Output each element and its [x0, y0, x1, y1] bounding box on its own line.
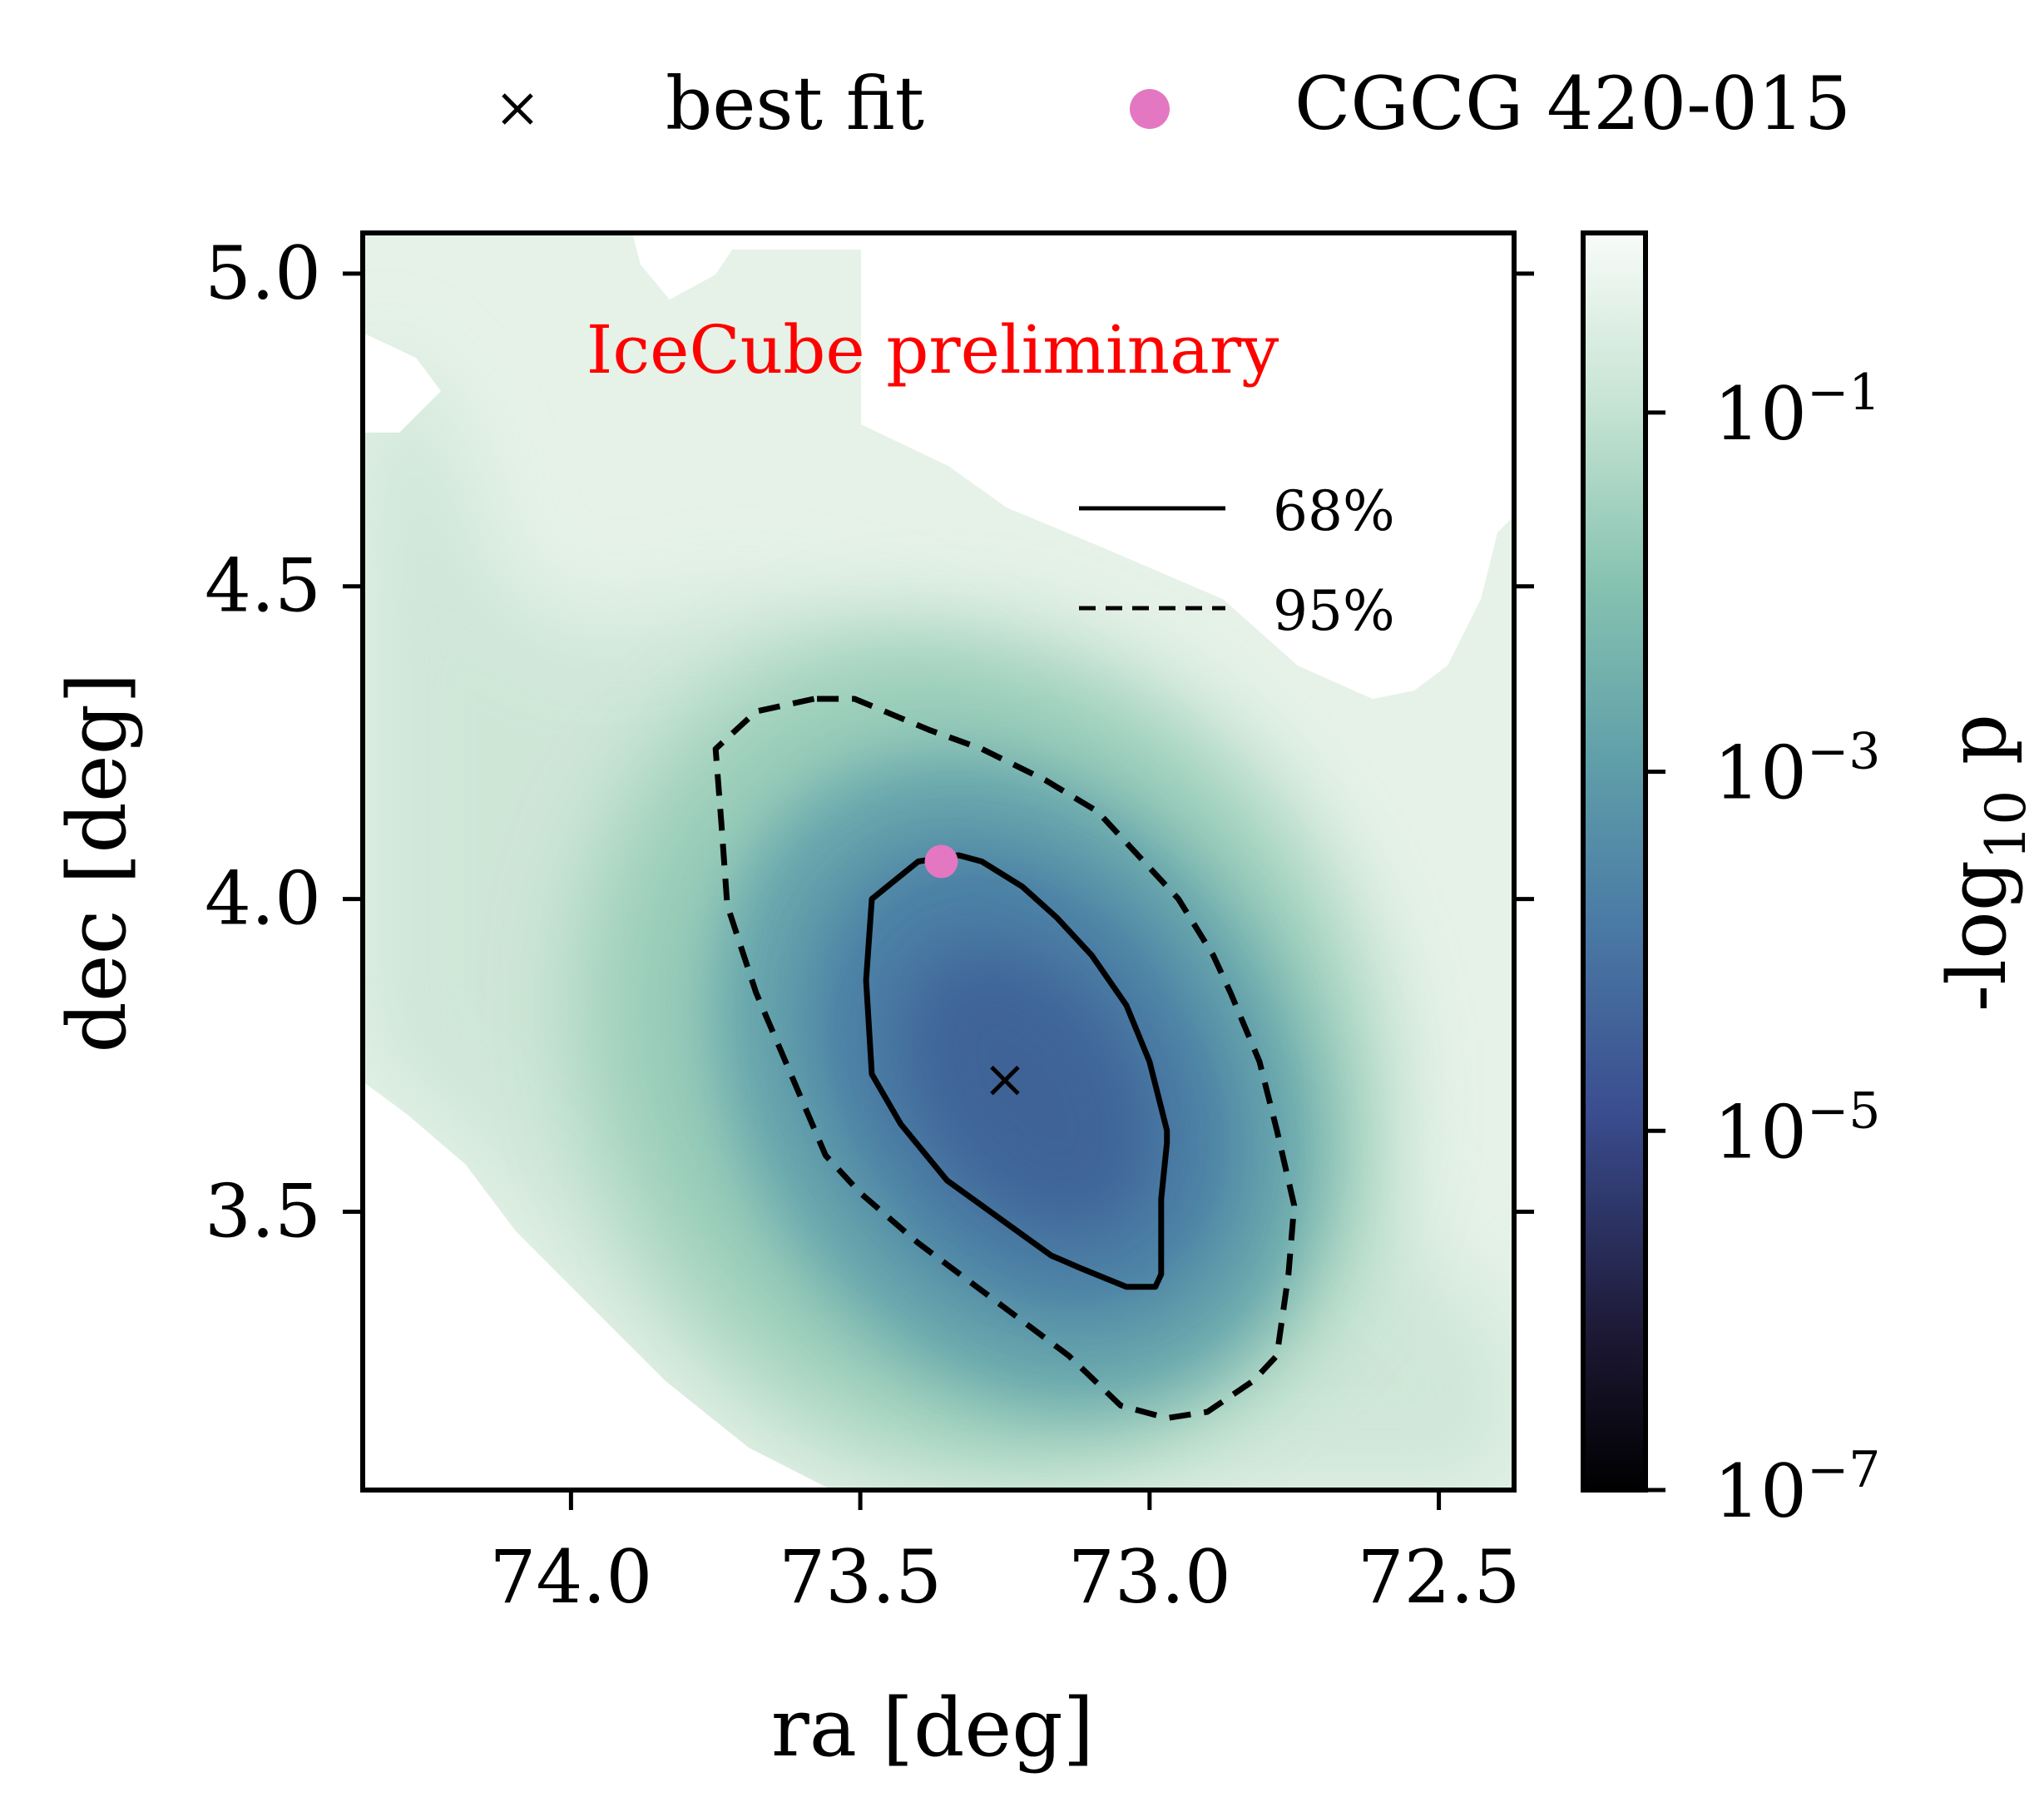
heatmap-white-top [636, 233, 861, 300]
colorbar-label: -log10 p [1931, 714, 2038, 1012]
legend-best-fit-marker [502, 93, 533, 125]
plot-frame [360, 230, 1517, 1493]
colorbar-label-main: -log [1931, 860, 2024, 1012]
colorbar-label-suffix: p [1931, 714, 2024, 790]
top-legend: best fit CGCG 420-015 [502, 61, 1851, 146]
contour-legend: 68% 95% [1079, 479, 1395, 643]
heatmap-core-zone [900, 946, 1155, 1234]
annotation-text: IceCube preliminary [586, 311, 1279, 389]
y-tick-label: 3.5 [205, 1168, 321, 1254]
heatmap-white-lower-left [363, 1082, 832, 1490]
heatmap-white-notch-left [363, 333, 441, 433]
legend-68-label: 68% [1273, 479, 1395, 543]
y-tick-label: 5.0 [205, 230, 321, 316]
x-tick-label: 73.5 [779, 1534, 942, 1620]
y-axis: 3.5 4.0 4.5 5.0 [205, 230, 1534, 1254]
legend-x-stroke-b [502, 93, 533, 125]
colorbar-tick-label: 10−1 [1714, 364, 1880, 457]
colorbar-tick-label: 10−3 [1714, 723, 1880, 816]
heatmap-white-top-right [861, 233, 1514, 699]
colorbar-tick-label: 10−7 [1714, 1441, 1880, 1534]
contour-68 [863, 852, 1170, 1290]
x-axis: 74.0 73.5 73.0 72.5 [489, 1490, 1521, 1620]
legend-source-label: CGCG 420-015 [1294, 61, 1851, 146]
colorbar-ticks: 10−7 10−5 10−3 10−1 [1646, 364, 1880, 1534]
legend-best-fit-label: best fit [666, 61, 924, 146]
colorbar [1581, 230, 1648, 1493]
y-tick-label: 4.5 [205, 543, 321, 629]
legend-source-marker [1130, 89, 1170, 129]
x-tick-label: 72.5 [1358, 1534, 1521, 1620]
x-axis-label: ra [deg] [771, 1681, 1094, 1775]
legend-95-label: 95% [1273, 579, 1395, 643]
colorbar-tick-label: 10−5 [1714, 1082, 1880, 1175]
source-marker [924, 844, 958, 879]
colorbar-label-subscript: 10 [1974, 790, 2038, 860]
y-tick-label: 4.0 [205, 856, 321, 942]
heatmap-field [363, 233, 1514, 1490]
x-tick-label: 73.0 [1068, 1534, 1231, 1620]
best-fit-stroke-b [990, 1065, 1020, 1096]
contour-95 [712, 696, 1298, 1421]
best-fit-marker [990, 1065, 1020, 1096]
y-axis-label: dec [deg] [51, 672, 144, 1052]
x-tick-label: 74.0 [489, 1534, 652, 1620]
